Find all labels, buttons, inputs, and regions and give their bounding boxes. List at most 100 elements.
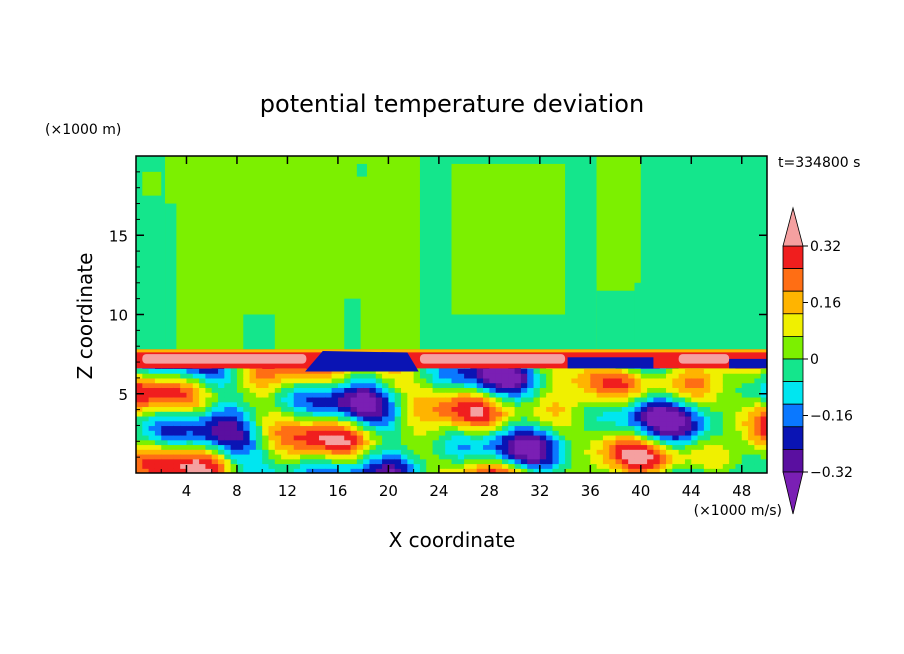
field-cell	[640, 401, 648, 408]
field-cell	[609, 411, 617, 417]
field-cell	[173, 401, 181, 408]
field-cell	[735, 382, 743, 389]
field-cell	[287, 373, 295, 379]
field-cell	[577, 453, 585, 460]
field-cell	[274, 415, 282, 422]
field-cell	[647, 392, 655, 398]
field-cell	[716, 387, 724, 393]
field-cell	[558, 415, 566, 422]
field-cell	[148, 415, 156, 422]
field-cell	[306, 449, 314, 455]
field-cell	[356, 449, 364, 455]
field-cell	[438, 444, 446, 450]
field-cell	[634, 392, 642, 398]
field-patch	[243, 314, 275, 350]
field-cell	[678, 434, 686, 441]
field-cell	[255, 396, 263, 403]
field-cell	[501, 420, 509, 427]
field-cell	[331, 396, 339, 403]
field-cell	[293, 434, 301, 441]
field-cell	[432, 425, 440, 431]
field-cell	[199, 406, 207, 412]
field-cell	[659, 439, 667, 446]
field-cell	[489, 401, 497, 408]
field-cell	[186, 415, 194, 422]
field-cell	[337, 377, 345, 384]
field-cell	[514, 368, 522, 374]
field-cell	[710, 377, 718, 384]
field-cell	[691, 382, 699, 389]
field-cell	[154, 420, 162, 427]
field-cell	[741, 449, 749, 455]
field-cell	[356, 377, 364, 384]
field-cell	[710, 396, 718, 403]
field-cell	[748, 458, 755, 465]
field-cell	[483, 420, 490, 427]
field-cell	[388, 392, 396, 398]
field-cell	[451, 458, 459, 465]
field-cell	[224, 449, 232, 455]
field-cell	[760, 430, 767, 436]
field-cell	[628, 415, 636, 422]
field-cell	[192, 453, 200, 460]
field-cell	[167, 444, 175, 450]
field-cell	[590, 444, 598, 450]
field-cell	[508, 382, 516, 389]
field-cell	[274, 406, 282, 412]
field-cell	[394, 373, 402, 379]
field-cell	[565, 377, 572, 384]
field-cell	[565, 382, 572, 389]
field-cell	[413, 387, 421, 393]
field-cell	[527, 468, 535, 473]
field-cell	[703, 396, 711, 403]
field-cell	[274, 411, 282, 417]
field-cell	[710, 425, 718, 431]
field-cell	[180, 444, 188, 450]
field-cell	[369, 382, 377, 389]
field-cell	[451, 449, 459, 455]
field-cell	[621, 430, 629, 436]
field-cell	[154, 458, 162, 465]
field-cell	[640, 449, 648, 455]
field-cell	[596, 430, 604, 436]
field-cell	[508, 434, 516, 441]
field-cell	[262, 425, 270, 431]
field-cell	[281, 444, 289, 450]
field-cell	[281, 434, 289, 441]
field-cell	[136, 425, 143, 431]
field-cell	[205, 453, 213, 460]
field-cell	[596, 425, 604, 431]
field-cell	[483, 458, 490, 465]
field-cell	[375, 430, 383, 436]
field-cell	[205, 449, 213, 455]
field-cell	[710, 415, 718, 422]
field-cell	[470, 401, 478, 408]
field-cell	[388, 396, 396, 403]
field-cell	[546, 415, 554, 422]
field-cell	[666, 439, 673, 446]
field-cell	[634, 458, 642, 465]
field-cell	[602, 373, 610, 379]
field-cell	[419, 415, 427, 422]
field-cell	[394, 434, 402, 441]
field-cell	[205, 420, 213, 427]
field-cell	[293, 458, 301, 465]
field-cell	[596, 373, 604, 379]
field-cell	[470, 415, 478, 422]
field-cell	[470, 458, 478, 465]
field-cell	[609, 373, 617, 379]
field-cell	[457, 411, 465, 417]
field-cell	[457, 468, 465, 473]
field-cell	[161, 453, 169, 460]
field-cell	[306, 453, 314, 460]
field-cell	[148, 463, 156, 469]
field-cell	[407, 468, 415, 473]
field-cell	[350, 463, 358, 469]
field-cell	[495, 453, 503, 460]
field-cell	[451, 382, 459, 389]
field-cell	[363, 396, 371, 403]
field-cell	[647, 406, 655, 412]
field-cell	[218, 377, 225, 384]
field-cell	[173, 415, 181, 422]
field-cell	[382, 449, 389, 455]
